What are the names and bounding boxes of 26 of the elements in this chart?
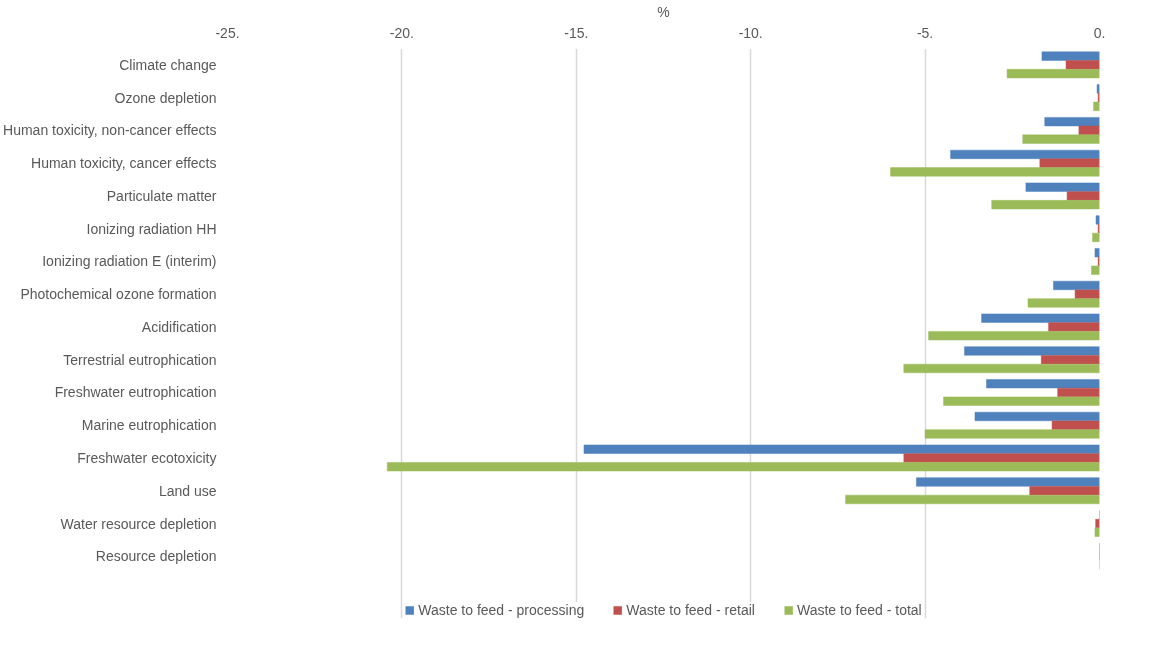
y-tick-label: Photochemical ozone formation — [20, 286, 217, 303]
y-tick-label: Human toxicity, cancer effects — [31, 155, 217, 172]
y-tick-label: Freshwater eutrophication — [54, 384, 217, 401]
legend-label: Waste to feed - total — [796, 602, 922, 618]
x-tick-label: -10. — [738, 24, 763, 41]
x-axis-title: % — [657, 3, 670, 20]
y-tick-label: Climate change — [119, 56, 217, 73]
y-tick-label: Ionizing radiation E (interim) — [42, 253, 217, 270]
y-tick-label: Human toxicity, non-cancer effects — [3, 122, 217, 139]
y-tick-label: Ozone depletion — [114, 89, 217, 106]
x-tick-label: -5. — [916, 24, 934, 41]
x-tick-label: -15. — [564, 24, 589, 41]
y-tick-label: Resource depletion — [95, 548, 217, 565]
y-tick-label: Acidification — [141, 318, 217, 335]
y-tick-label: Freshwater ecotoxicity — [77, 449, 217, 466]
y-tick-label: Land use — [158, 482, 217, 499]
y-tick-label: Water resource depletion — [60, 515, 217, 532]
legend-label: Waste to feed - processing — [418, 602, 585, 618]
legend-label: Waste to feed - retail — [626, 602, 755, 618]
y-tick-label: Terrestrial eutrophication — [63, 351, 217, 368]
y-tick-label: Particulate matter — [106, 187, 217, 204]
x-tick-label: -25. — [215, 24, 240, 41]
y-tick-label: Ionizing radiation HH — [86, 220, 217, 237]
y-tick-label: Marine eutrophication — [81, 417, 217, 434]
x-tick-label: 0. — [1093, 24, 1106, 41]
x-tick-label: -20. — [389, 24, 414, 41]
